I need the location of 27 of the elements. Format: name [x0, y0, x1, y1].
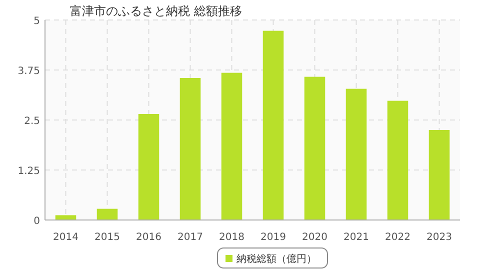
x-tick-label: 2020	[302, 232, 328, 243]
x-tick-label: 2018	[219, 232, 244, 243]
x-tick-label: 2019	[260, 232, 286, 243]
y-tick-label: 2.5	[24, 116, 40, 127]
x-tick-label: 2016	[136, 232, 162, 243]
y-tick-label: 1.25	[18, 166, 40, 177]
x-tick-label: 2015	[94, 232, 120, 243]
x-tick-label: 2014	[53, 232, 78, 243]
x-tick-label: 2022	[385, 232, 410, 243]
chart-title: 富津市のふるさと納税 総額推移	[70, 4, 242, 18]
bar	[428, 130, 450, 220]
bar	[180, 78, 201, 220]
bar	[304, 76, 326, 220]
bar	[262, 30, 284, 220]
bar	[221, 72, 242, 220]
bar	[96, 208, 118, 220]
x-tick-label: 2017	[178, 232, 203, 243]
y-tick-label: 3.75	[18, 66, 40, 77]
y-tick-label: 5	[34, 16, 40, 27]
bar	[138, 114, 160, 220]
x-tick-label: 2021	[344, 232, 369, 243]
bar	[346, 88, 367, 220]
bar	[387, 100, 408, 220]
y-tick-label: 0	[34, 216, 40, 227]
x-tick-label: 2023	[426, 232, 452, 243]
bar	[55, 215, 76, 220]
legend-label: 納税総額（億円）	[236, 253, 316, 265]
